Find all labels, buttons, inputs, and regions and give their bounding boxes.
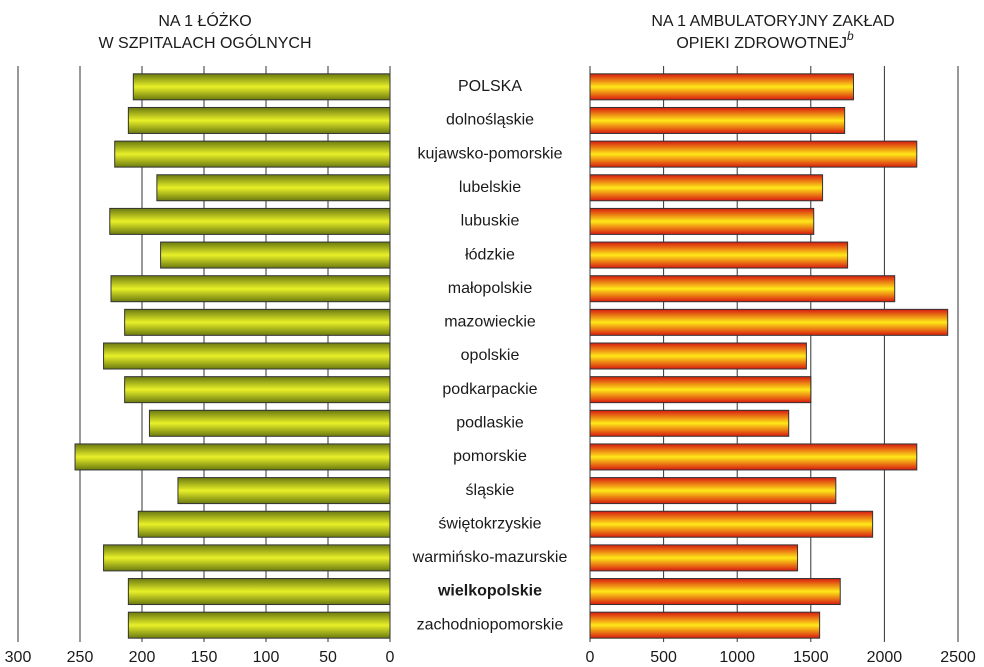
bar xyxy=(589,275,896,303)
category-label: wielkopolskie xyxy=(437,583,542,600)
bar xyxy=(589,140,918,168)
bar xyxy=(589,544,799,572)
x-tick-label: 50 xyxy=(319,649,337,666)
x-tick-label: 2000 xyxy=(867,649,903,666)
title: OPIEKI ZDROWOTNEJ xyxy=(676,35,847,52)
bar xyxy=(589,73,854,101)
bar xyxy=(148,409,391,437)
bar xyxy=(589,241,849,269)
category-label: świętokrzyskie xyxy=(438,515,541,532)
bar xyxy=(589,409,790,437)
bar xyxy=(109,207,391,235)
x-tick-label: 1500 xyxy=(793,649,829,666)
category-label: lubuskie xyxy=(461,213,520,230)
bar xyxy=(127,578,391,606)
x-tick-label: 0 xyxy=(386,649,395,666)
bar xyxy=(160,241,391,269)
bar xyxy=(124,376,391,404)
x-tick-label: 300 xyxy=(5,649,32,666)
bar xyxy=(127,611,391,639)
category-label: śląskie xyxy=(466,482,515,499)
category-label: warmińsko-mazurskie xyxy=(412,549,568,566)
category-label: opolskie xyxy=(461,347,520,364)
category-label: podkarpackie xyxy=(442,381,537,398)
x-tick-label: 2500 xyxy=(940,649,976,666)
bar xyxy=(589,376,812,404)
bar xyxy=(589,578,841,606)
bar xyxy=(110,275,391,303)
category-label: pomorskie xyxy=(453,448,527,465)
title: NA 1 AMBULATORYJNY ZAKŁAD xyxy=(651,13,894,30)
bar xyxy=(589,106,846,134)
footnote-marker: b xyxy=(847,29,854,43)
bar xyxy=(103,544,391,572)
bar xyxy=(124,308,391,336)
x-tick-label: 150 xyxy=(191,649,218,666)
bar xyxy=(589,611,821,639)
bar xyxy=(127,106,391,134)
category-label: kujawsko-pomorskie xyxy=(418,145,563,162)
x-tick-label: 0 xyxy=(586,649,595,666)
x-tick-label: 100 xyxy=(253,649,280,666)
category-label: dolnośląskie xyxy=(446,112,534,129)
x-tick-label: 500 xyxy=(650,649,677,666)
category-label: łódzkie xyxy=(465,246,515,263)
bar xyxy=(156,174,391,202)
bar xyxy=(177,477,391,505)
x-tick-label: 200 xyxy=(129,649,156,666)
bar xyxy=(74,443,391,471)
bar xyxy=(589,207,815,235)
bar xyxy=(589,308,949,336)
category-label: zachodniopomorskie xyxy=(417,616,564,633)
category-label: mazowieckie xyxy=(444,314,536,331)
bar xyxy=(137,510,391,538)
category-label: małopolskie xyxy=(448,280,533,297)
bar xyxy=(589,443,918,471)
title: NA 1 ŁÓŻKO xyxy=(158,11,251,30)
title: W SZPITALACH OGÓLNYCH xyxy=(98,33,311,52)
bar xyxy=(589,477,837,505)
x-tick-label: 250 xyxy=(67,649,94,666)
category-label: lubelskie xyxy=(459,179,521,196)
bar xyxy=(589,174,824,202)
bar xyxy=(589,342,807,370)
x-tick-label: 1000 xyxy=(719,649,755,666)
bar xyxy=(114,140,391,168)
category-label: POLSKA xyxy=(458,78,522,95)
bar xyxy=(132,73,391,101)
title: OPIEKI ZDROWOTNEJb xyxy=(676,29,854,52)
bar xyxy=(589,510,874,538)
bar xyxy=(103,342,391,370)
category-label: podlaskie xyxy=(456,415,524,432)
